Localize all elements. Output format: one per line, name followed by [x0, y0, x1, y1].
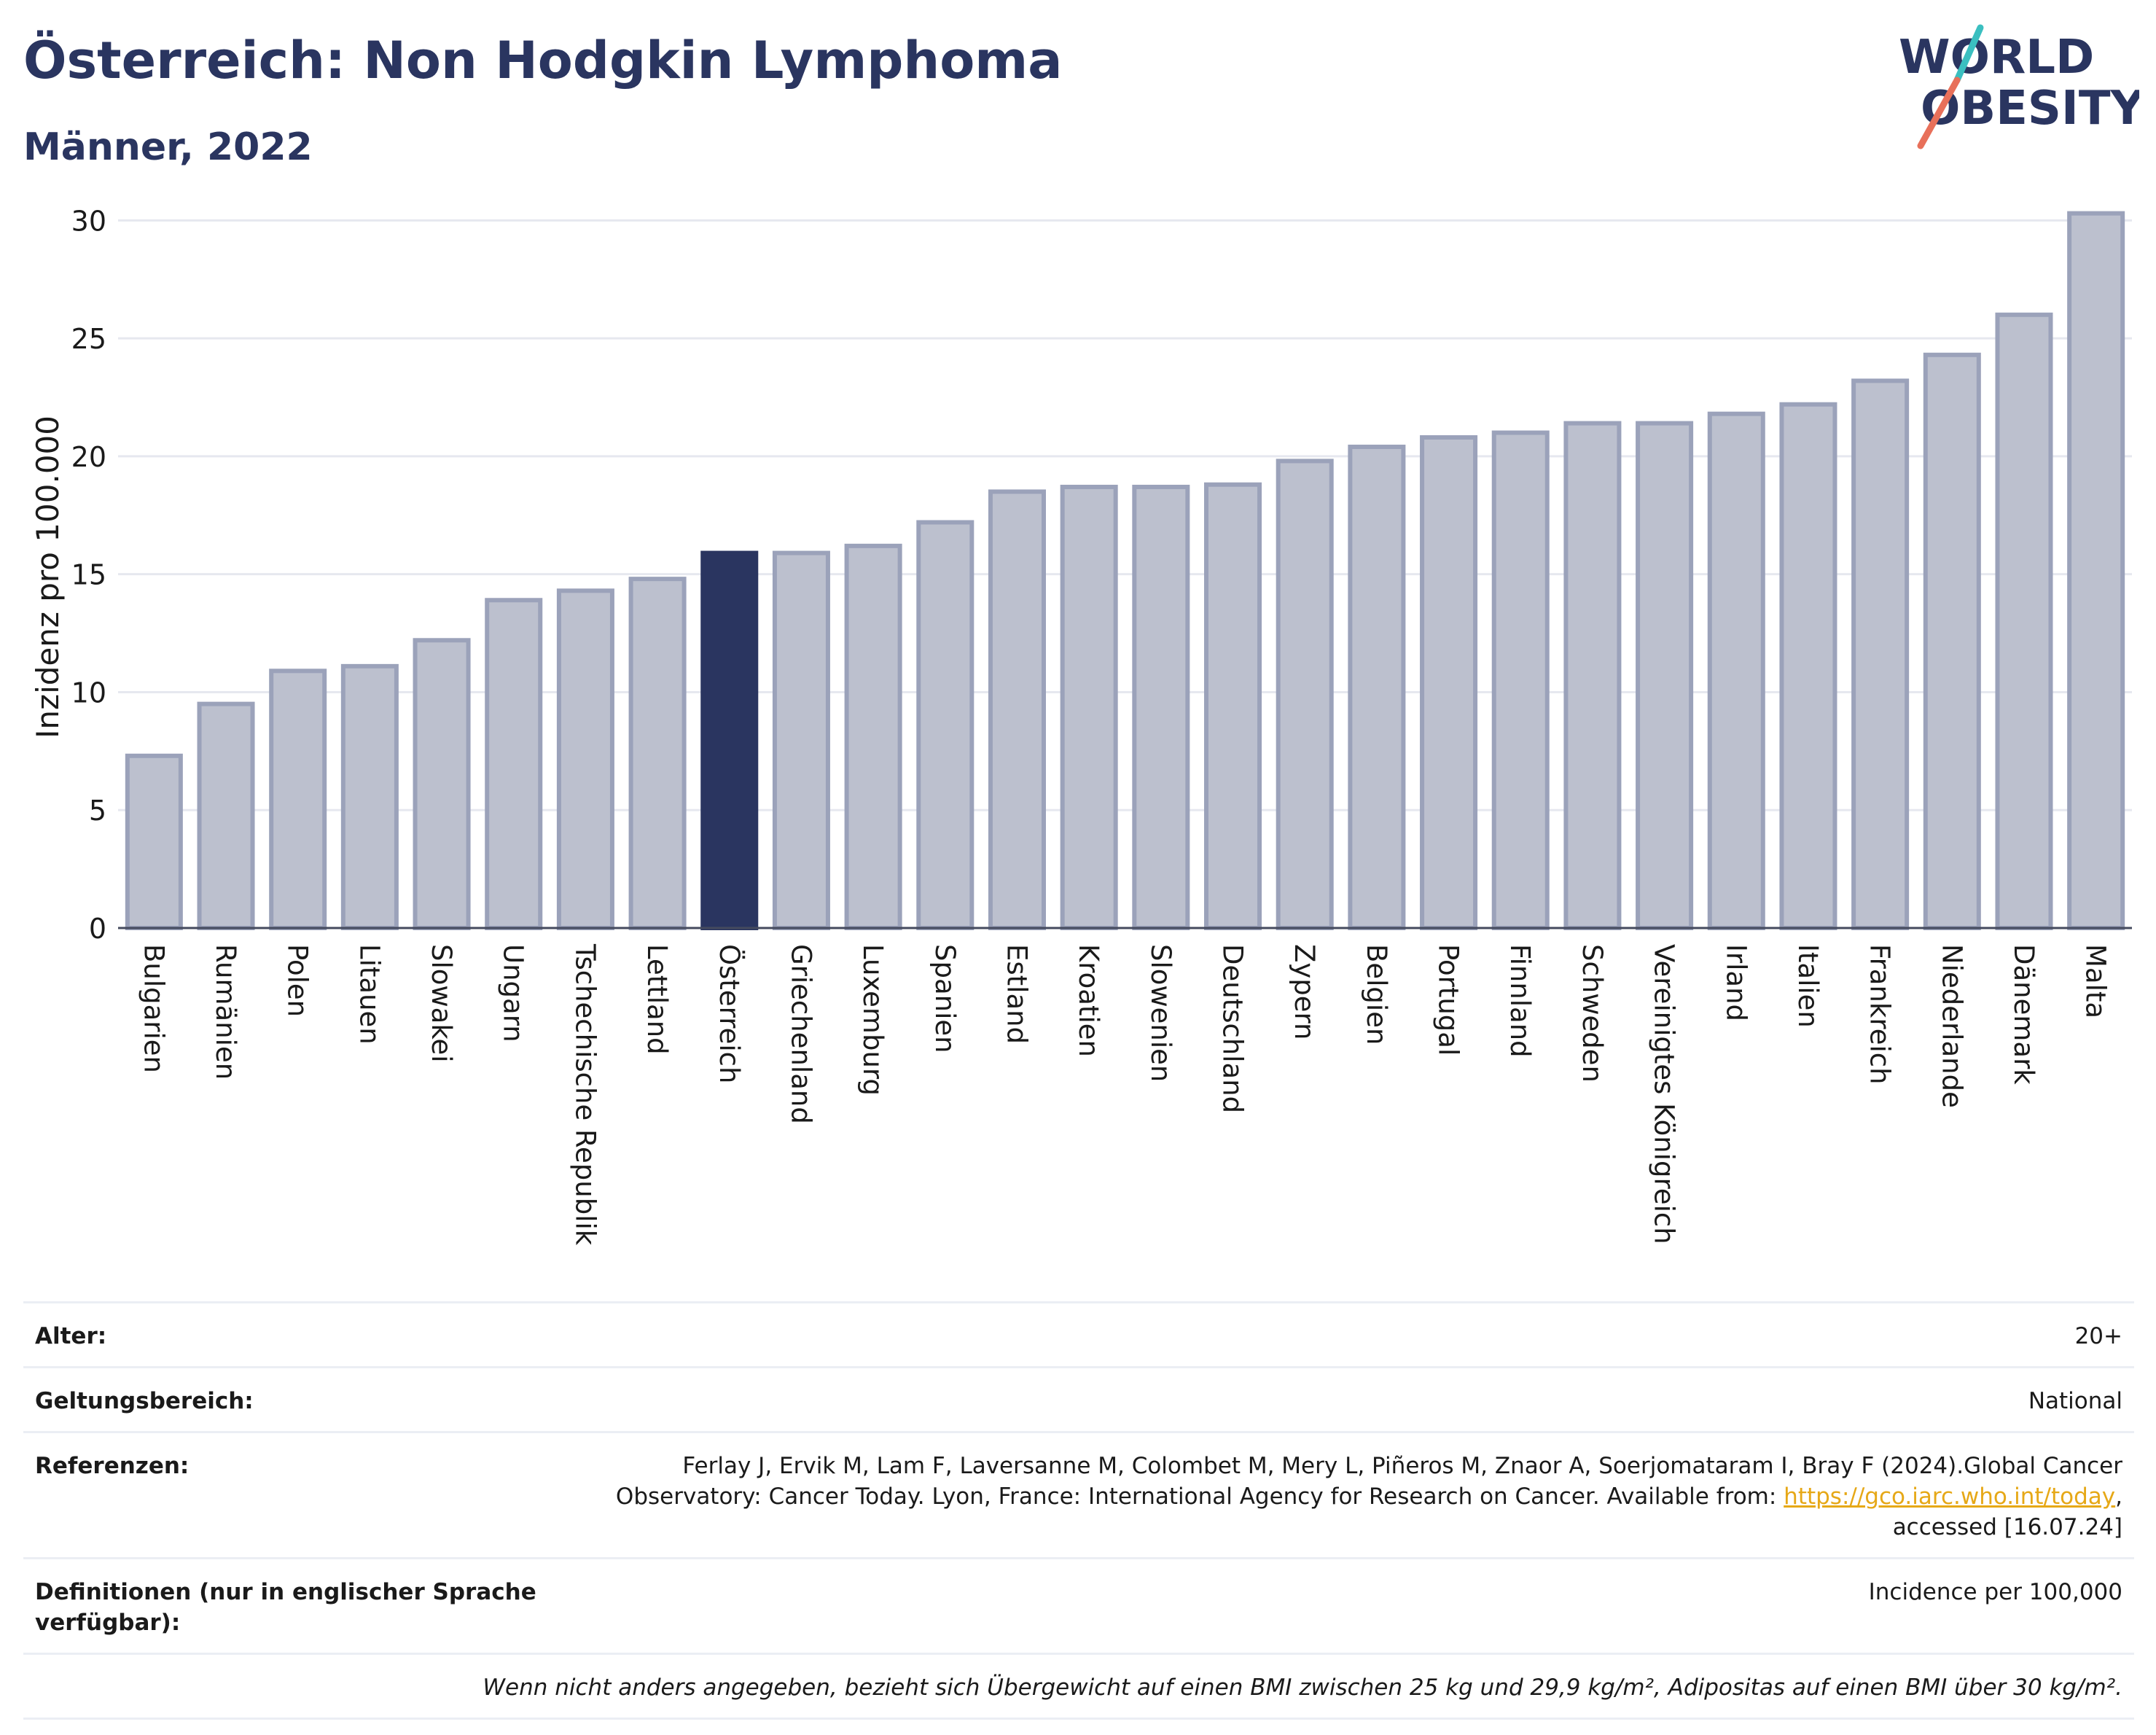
x-tick-label: Portugal: [1433, 944, 1464, 1056]
chart-metadata: Alter: 20+ Geltungsbereich: National Ref…: [23, 1301, 2134, 1720]
meta-label: Referenzen:: [35, 1453, 190, 1479]
x-tick-label: Vereinigtes Königreich: [1649, 944, 1680, 1244]
bar-slowakei[interactable]: [413, 638, 471, 931]
x-tick-label: Luxemburg: [857, 944, 888, 1096]
x-tick-label: Polen: [282, 944, 313, 1017]
logo-line-2: OBESITY: [1921, 82, 2139, 136]
x-tick-label: Spanien: [929, 944, 961, 1053]
bar-rumänien[interactable]: [197, 701, 255, 930]
bar-finnland[interactable]: [1491, 430, 1550, 930]
bar-belgien[interactable]: [1348, 444, 1406, 930]
x-tick-label: Griechenland: [785, 944, 816, 1124]
references-text: Ferlay J, Ervik M, Lam F, Laversanne M, …: [545, 1451, 2122, 1543]
bar-spanien[interactable]: [916, 520, 975, 930]
bar-dänemark[interactable]: [1995, 312, 2053, 931]
meta-value: Incidence per 100,000: [1868, 1579, 2122, 1605]
references-line-2-end: ,: [2115, 1483, 2122, 1510]
x-tick-label: Ungarn: [498, 944, 529, 1042]
y-tick-label: 0: [89, 913, 106, 945]
bar-zypern[interactable]: [1276, 459, 1334, 930]
bar-tschechische-republik[interactable]: [556, 588, 614, 930]
meta-row-definitions: Definitionen (nur in englischer Sprache …: [23, 1557, 2134, 1653]
references-link[interactable]: https://gco.iarc.who.int/today: [1784, 1483, 2116, 1510]
meta-label: Definitionen (nur in englischer Sprache …: [35, 1579, 536, 1636]
bar-vereinigtes-königreich[interactable]: [1636, 421, 1694, 930]
bar-bulgarien[interactable]: [125, 753, 183, 931]
x-tick-label: Italien: [1792, 944, 1824, 1028]
bar-deutschland[interactable]: [1204, 482, 1262, 930]
bar-ungarn[interactable]: [485, 598, 543, 931]
bar-luxemburg[interactable]: [844, 543, 902, 930]
x-tick-label: Litauen: [354, 944, 385, 1045]
bar-litauen[interactable]: [340, 663, 399, 930]
bar-niederlande[interactable]: [1923, 352, 1981, 930]
x-tick-label: Estland: [1001, 944, 1032, 1044]
meta-label: Geltungsbereich:: [35, 1388, 254, 1414]
bar-österreich[interactable]: [700, 550, 759, 930]
bar-schweden[interactable]: [1563, 421, 1622, 930]
bar-italien[interactable]: [1779, 402, 1837, 930]
bar-frankreich[interactable]: [1851, 378, 1910, 930]
references-line-2: Observatory: Cancer Today. Lyon, France:…: [615, 1483, 1784, 1510]
bar-irland[interactable]: [1707, 411, 1765, 930]
meta-value: 20+: [2074, 1323, 2122, 1349]
bmi-note: Wenn nicht anders angegeben, bezieht sic…: [483, 1674, 2122, 1701]
x-tick-label: Irland: [1720, 944, 1751, 1021]
x-tick-label: Bulgarien: [138, 944, 169, 1073]
page-title: Österreich: Non Hodgkin Lymphoma: [23, 31, 1063, 90]
meta-label: Alter:: [35, 1323, 107, 1349]
x-tick-label: Lettland: [641, 944, 673, 1055]
x-tick-label: Rumänien: [210, 944, 241, 1080]
y-tick-label: 5: [89, 795, 106, 827]
meta-row-scope: Geltungsbereich: National: [23, 1366, 2134, 1431]
bar-kroatien[interactable]: [1060, 484, 1118, 930]
meta-row-age: Alter: 20+: [23, 1301, 2134, 1366]
bar-chart: 0 5 10 15 20 25 30 Inzidenz pro 100.000 Bulgarie…: [30, 205, 2132, 1246]
x-tick-label: Slowakei: [426, 944, 457, 1063]
x-tick-label: Dänemark: [2008, 944, 2039, 1085]
meta-row-references: Referenzen: Ferlay J, Ervik M, Lam F, La…: [23, 1431, 2134, 1557]
y-tick-label: 25: [71, 323, 106, 355]
meta-value: National: [2028, 1388, 2122, 1414]
x-tick-label: Niederlande: [1936, 944, 1967, 1108]
bar-malta[interactable]: [2067, 211, 2125, 930]
bar-portugal[interactable]: [1420, 435, 1478, 930]
x-tick-label: Deutschland: [1217, 944, 1249, 1113]
y-tick-label: 30: [71, 205, 106, 237]
bar-polen[interactable]: [269, 668, 327, 931]
y-tick-label: 10: [71, 677, 106, 709]
meta-row-note: Wenn nicht anders angegeben, bezieht sic…: [23, 1653, 2134, 1720]
logo-slash-coral: [1917, 77, 1961, 149]
bar-slowenien[interactable]: [1132, 484, 1190, 930]
x-tick-label: Finnland: [1504, 944, 1536, 1058]
y-tick-label: 20: [71, 441, 106, 473]
x-tick-label: Kroatien: [1073, 944, 1104, 1057]
y-tick-label: 15: [71, 559, 106, 591]
page-subtitle: Männer, 2022: [23, 125, 313, 169]
logo-slash-teal: [1953, 24, 1984, 84]
x-tick-label: Schweden: [1577, 944, 1608, 1083]
x-tick-label: Belgien: [1361, 944, 1392, 1045]
x-tick-label: Tschechische Republik: [569, 943, 601, 1246]
references-line-3: accessed [16.07.24]: [1892, 1514, 2122, 1540]
x-tick-label: Frankreich: [1864, 944, 1896, 1085]
bar-estland[interactable]: [988, 489, 1046, 930]
bar-lettland[interactable]: [628, 577, 687, 930]
logo-line-1: WORLD: [1899, 31, 2094, 85]
x-tick-label: Malta: [2080, 944, 2112, 1018]
x-tick-label: Österreich: [714, 944, 745, 1083]
references-line-1: Ferlay J, Ervik M, Lam F, Laversanne M, …: [682, 1453, 2122, 1479]
x-tick-label: Zypern: [1289, 944, 1320, 1040]
x-tick-label: Slowenien: [1145, 944, 1176, 1082]
world-obesity-logo: WORLD OBESITY: [1899, 24, 2139, 149]
y-axis-label: Inzidenz pro 100.000: [30, 416, 66, 738]
bar-griechenland[interactable]: [772, 550, 830, 930]
